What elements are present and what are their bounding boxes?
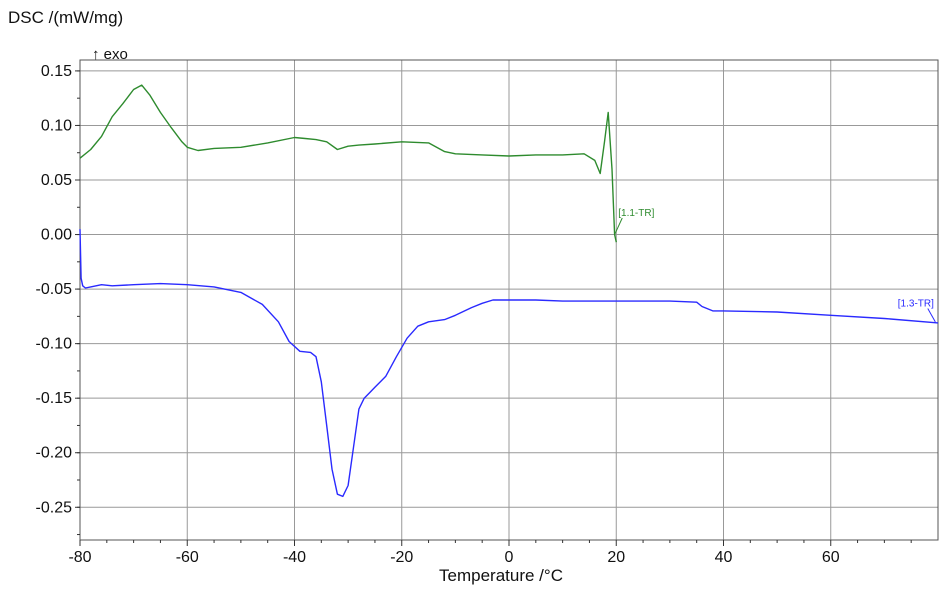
- y-tick-label: -0.10: [36, 336, 73, 353]
- y-tick-label: -0.15: [36, 390, 73, 407]
- x-tick-label: -40: [283, 549, 306, 566]
- grid-layer: [79, 60, 938, 540]
- y-tick-label: -0.20: [36, 445, 73, 462]
- x-tick-label: 40: [715, 549, 733, 566]
- y-ticks: 0.15 0.10 0.05 0.00 -0.05 -0.10 -0.15 -0.20 -0.2…: [36, 63, 80, 536]
- series-line-green: [79, 84, 617, 243]
- x-tick-label: -60: [176, 549, 199, 566]
- x-tick-label: -20: [390, 549, 413, 566]
- x-tick-label: 60: [822, 549, 840, 566]
- x-tick-label: -80: [68, 549, 91, 566]
- y-tick-label: -0.25: [36, 499, 73, 516]
- exo-annotation: ↑ exo: [92, 46, 128, 63]
- x-axis-label: Temperature /°C: [439, 566, 563, 585]
- label-leader-blue: [927, 308, 936, 323]
- y-tick-label: 0.10: [41, 117, 72, 134]
- label-leader-green: [614, 217, 623, 235]
- series-layer: [79, 84, 939, 498]
- y-tick-label: -0.05: [36, 281, 73, 298]
- y-axis-label: DSC /(mW/mg): [8, 8, 124, 27]
- y-tick-label: 0.00: [41, 227, 72, 244]
- series-label-blue: [1.3-TR]: [898, 299, 934, 310]
- x-tick-label: 0: [505, 549, 514, 566]
- series-labels: [1.1-TR] [1.3-TR]: [614, 208, 936, 323]
- y-tick-label: 0.15: [41, 63, 72, 80]
- series-line-blue: [79, 229, 939, 498]
- series-label-green: [1.1-TR]: [618, 208, 654, 219]
- x-ticks: -80 -60 -40 -20 0 20 40 60: [68, 540, 912, 566]
- x-tick-label: 20: [607, 549, 625, 566]
- y-tick-label: 0.05: [41, 172, 72, 189]
